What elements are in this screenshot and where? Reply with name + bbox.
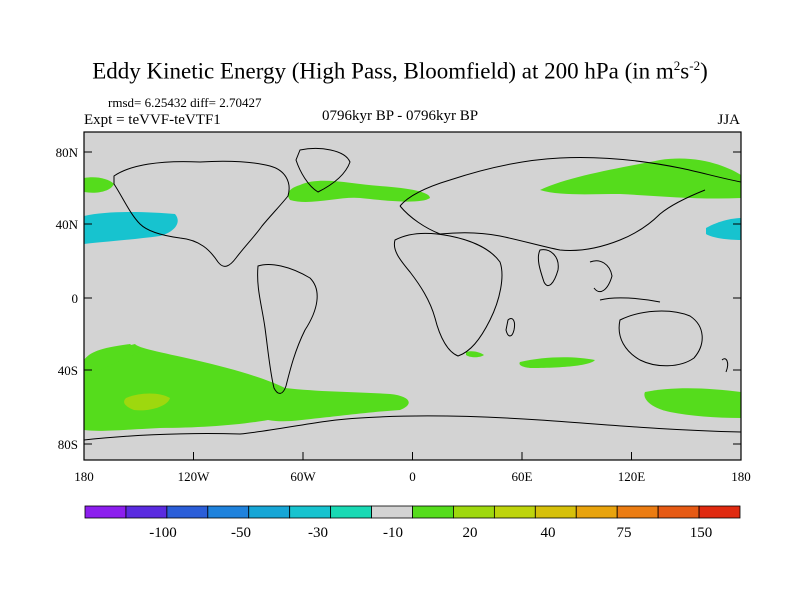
colorbar-label: -100 xyxy=(149,525,177,541)
region-cyan-east xyxy=(706,218,741,240)
lon-label: 180 xyxy=(731,469,751,484)
colorbar-box xyxy=(698,505,741,519)
colorbar-box xyxy=(412,505,454,519)
region-south-east-pacific xyxy=(644,388,741,418)
colorbar-label: -30 xyxy=(308,525,328,541)
lon-label: 120W xyxy=(178,469,211,484)
colorbar-box xyxy=(207,505,250,519)
lat-label: 0 xyxy=(72,291,79,306)
colorbar xyxy=(84,505,741,519)
colorbar-box xyxy=(125,505,168,519)
colorbar-box xyxy=(453,505,495,519)
lat-label: 80N xyxy=(56,145,79,160)
colorbar-box xyxy=(166,505,209,519)
region-north-pacific-east xyxy=(540,158,741,199)
period-label: 0796kyr BP - 0796kyr BP xyxy=(322,108,479,124)
colorbar-box xyxy=(575,505,618,519)
colorbar-label: -50 xyxy=(231,525,251,541)
region-north-atlantic xyxy=(288,180,430,202)
colorbar-box xyxy=(493,505,536,519)
colorbar-box xyxy=(534,505,577,519)
anomaly-regions xyxy=(84,158,741,431)
colorbar-labels: -100 -50 -30 -10 20 40 75 150 xyxy=(149,525,712,541)
region-north-pacific-west xyxy=(84,177,114,193)
lon-label: 60W xyxy=(290,469,316,484)
season-label: JJA xyxy=(717,112,740,128)
region-south-atlantic-small xyxy=(466,351,484,358)
colorbar-box xyxy=(289,505,332,519)
colorbar-label: -10 xyxy=(383,525,403,541)
lon-label: 120E xyxy=(618,469,646,484)
lat-label: 40S xyxy=(58,363,78,378)
longitude-labels: 180 120W 60W 0 60E 120E 180 xyxy=(74,469,751,484)
colorbar-label: 75 xyxy=(617,525,632,541)
colorbar-box xyxy=(616,505,659,519)
colorbar-label: 40 xyxy=(541,525,556,541)
lat-label: 80S xyxy=(58,437,78,452)
region-south-indian xyxy=(519,357,595,368)
colorbar-label: 150 xyxy=(690,525,713,541)
latitude-labels: 80N 40N 0 40S 80S xyxy=(56,145,79,452)
colorbar-box xyxy=(330,505,372,519)
colorbar-box xyxy=(248,505,291,519)
lon-label: 60E xyxy=(512,469,533,484)
lon-label: 0 xyxy=(409,469,416,484)
region-south-east xyxy=(84,344,140,390)
colorbar-box xyxy=(371,505,413,519)
lat-label: 40N xyxy=(56,217,79,232)
colorbar-box xyxy=(657,505,700,519)
region-south-pacific xyxy=(84,344,409,431)
region-cyan-west xyxy=(84,212,178,244)
experiment-label: Expt = teVVF-teVTF1 xyxy=(84,112,221,128)
axis-ticks xyxy=(83,151,742,460)
region-south-pacific-core xyxy=(124,393,170,411)
lon-label: 180 xyxy=(74,469,94,484)
colorbar-label: 20 xyxy=(463,525,478,541)
map-title: Eddy Kinetic Energy (High Pass, Bloomfie… xyxy=(92,58,708,84)
stats-label: rmsd= 6.25432 diff= 2.70427 xyxy=(108,95,262,110)
colorbar-box xyxy=(84,505,127,519)
coastlines xyxy=(84,148,741,441)
